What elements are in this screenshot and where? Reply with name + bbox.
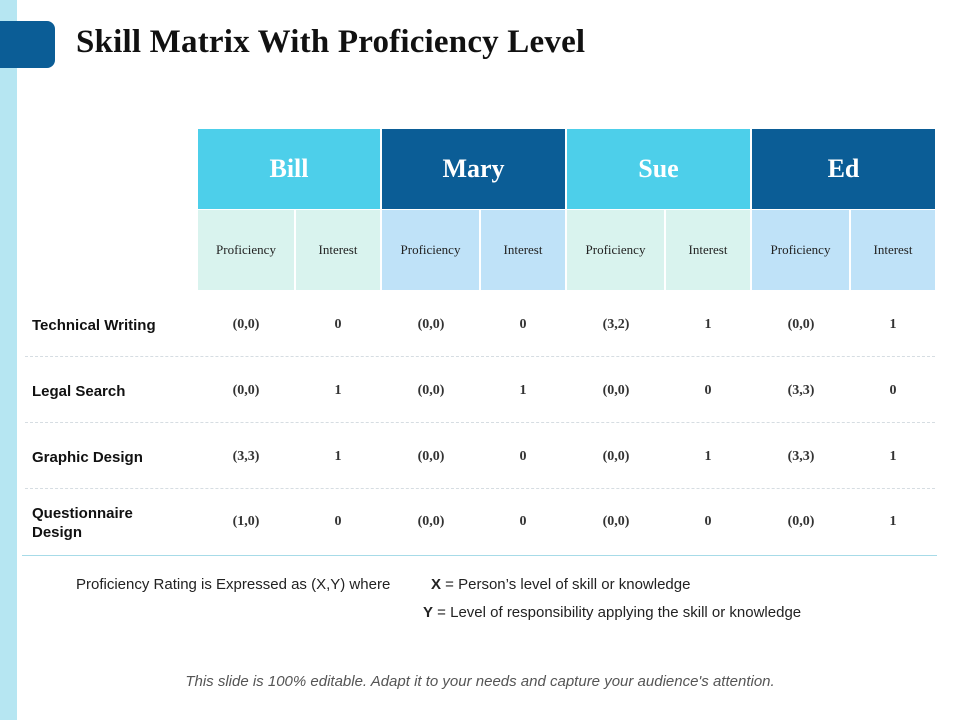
cell-qd-mary-interest: 0: [519, 514, 527, 529]
header-bill: Bill: [198, 129, 380, 209]
cell-ls-sue-interest: 0: [704, 383, 712, 398]
cell-ls-bill-interest: 1: [334, 383, 342, 398]
subheader-ed-proficiency: Proficiency: [752, 210, 849, 290]
cell-tw-sue-interest: 1: [704, 317, 712, 332]
page-title: Skill Matrix With Proficiency Level: [76, 24, 586, 60]
footer-note: This slide is 100% editable. Adapt it to…: [185, 673, 775, 690]
table-bottom-border: [22, 555, 937, 556]
legend-x-key: X: [431, 576, 442, 593]
cell-gd-sue-proficiency: (0,0): [602, 449, 630, 464]
cell-qd-mary-proficiency: (0,0): [417, 514, 445, 529]
legend-y-definition: Y = Level of responsibility applying the…: [423, 604, 801, 621]
skill-label-line: Questionnaire: [32, 505, 133, 522]
skill-label-line: Design: [32, 524, 83, 541]
skill-label-technical-writing: Technical Writing: [32, 317, 156, 334]
subheader-mary-proficiency: Proficiency: [382, 210, 479, 290]
legend-x-definition: X = Person’s level of skill or knowledge: [431, 576, 690, 593]
cell-qd-ed-interest: 1: [889, 514, 897, 529]
legend-intro: Proficiency Rating is Expressed as (X,Y)…: [76, 576, 391, 593]
header-sue: Sue: [567, 129, 750, 209]
cell-ls-bill-proficiency: (0,0): [232, 383, 260, 398]
header-mary: Mary: [382, 129, 565, 209]
cell-qd-bill-interest: 0: [334, 514, 342, 529]
header-ed: Ed: [752, 129, 935, 209]
row-divider: [25, 422, 935, 423]
title-accent-bar: [0, 21, 55, 68]
subheader-bill-proficiency: Proficiency: [198, 210, 294, 290]
cell-gd-mary-proficiency: (0,0): [417, 449, 445, 464]
skill-label-legal-search: Legal Search: [32, 383, 126, 400]
cell-gd-ed-interest: 1: [889, 449, 897, 464]
cell-tw-bill-proficiency: (0,0): [232, 317, 260, 332]
subheader-mary-interest: Interest: [481, 210, 565, 290]
left-accent-strip: [0, 0, 17, 720]
cell-gd-sue-interest: 1: [704, 449, 712, 464]
row-divider: [25, 356, 935, 357]
cell-tw-mary-proficiency: (0,0): [417, 317, 445, 332]
cell-tw-sue-proficiency: (3,2): [602, 317, 630, 332]
subheader-sue-proficiency: Proficiency: [567, 210, 664, 290]
cell-tw-ed-proficiency: (0,0): [787, 317, 815, 332]
cell-ls-ed-proficiency: (3,3): [787, 383, 815, 398]
cell-tw-mary-interest: 0: [519, 317, 527, 332]
cell-qd-ed-proficiency: (0,0): [787, 514, 815, 529]
cell-gd-ed-proficiency: (3,3): [787, 449, 815, 464]
legend-y-key: Y: [423, 604, 434, 621]
legend-y-text: = Level of responsibility applying the s…: [433, 604, 802, 621]
subheader-bill-interest: Interest: [296, 210, 380, 290]
skill-label-graphic-design: Graphic Design: [32, 449, 143, 466]
cell-tw-bill-interest: 0: [334, 317, 342, 332]
cell-ls-mary-interest: 1: [519, 383, 527, 398]
cell-qd-sue-interest: 0: [704, 514, 712, 529]
cell-tw-ed-interest: 1: [889, 317, 897, 332]
cell-ls-mary-proficiency: (0,0): [417, 383, 445, 398]
cell-gd-mary-interest: 0: [519, 449, 527, 464]
cell-gd-bill-proficiency: (3,3): [232, 449, 260, 464]
cell-ls-sue-proficiency: (0,0): [602, 383, 630, 398]
cell-qd-sue-proficiency: (0,0): [602, 514, 630, 529]
skill-label-questionnaire-design: Questionnaire Design: [32, 504, 192, 542]
row-divider: [25, 488, 935, 489]
subheader-sue-interest: Interest: [666, 210, 750, 290]
subheader-ed-interest: Interest: [851, 210, 935, 290]
legend-x-text: = Person’s level of skill or knowledge: [441, 576, 691, 593]
cell-ls-ed-interest: 0: [889, 383, 897, 398]
cell-qd-bill-proficiency: (1,0): [232, 514, 260, 529]
cell-gd-bill-interest: 1: [334, 449, 342, 464]
